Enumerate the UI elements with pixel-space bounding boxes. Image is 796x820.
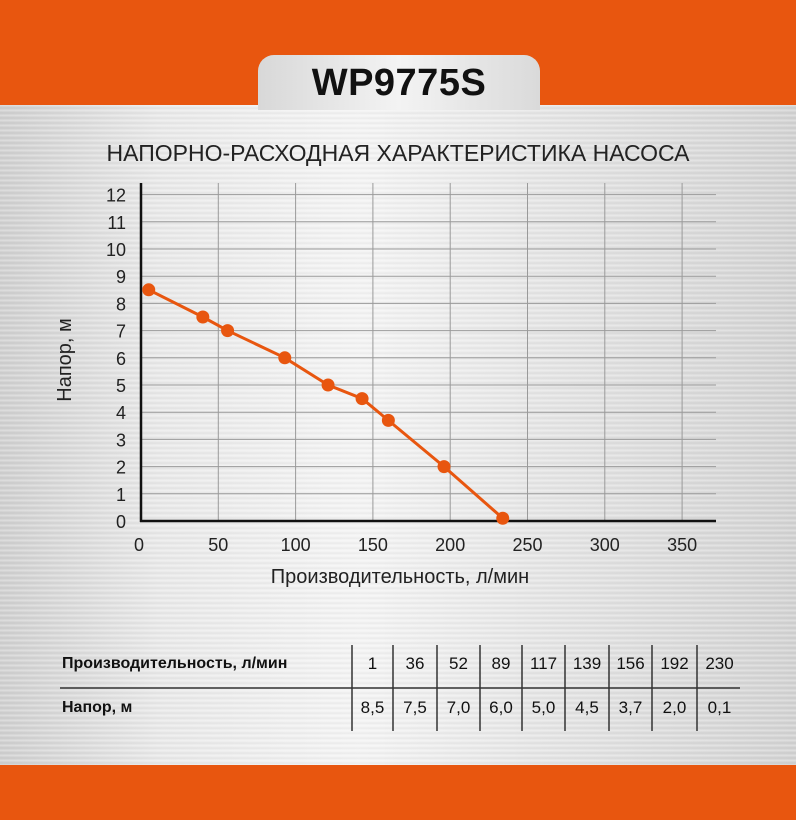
data-point [437, 460, 451, 474]
table-cell-flow: 89 [491, 654, 511, 673]
y-tick-label: 12 [106, 186, 126, 206]
table-cell-head: 7,5 [403, 698, 427, 717]
y-tick-label: 4 [116, 403, 126, 423]
bottom-band [0, 765, 796, 820]
x-tick-label: 300 [590, 535, 620, 555]
data-point [321, 378, 335, 392]
data-point [196, 310, 210, 324]
data-point [496, 511, 510, 525]
y-tick-label: 11 [107, 213, 126, 233]
x-tick-label: 0 [134, 535, 144, 555]
y-tick-label: 6 [116, 349, 126, 369]
table-cell-flow: 192 [660, 654, 689, 673]
y-tick-label: 10 [106, 240, 126, 260]
y-tick-label: 9 [116, 267, 126, 287]
x-tick-label: 100 [281, 535, 311, 555]
table-cell-head: 8,5 [360, 698, 385, 717]
x-axis-label: Производительность, л/мин [271, 566, 529, 588]
chart-title: НАПОРНО-РАСХОДНАЯ ХАРАКТЕРИСТИКА НАСОСА [106, 140, 690, 166]
data-point [381, 413, 395, 427]
x-tick-label: 50 [208, 535, 228, 555]
x-tick-label: 250 [512, 535, 542, 555]
row-label-flow: Производительность, л/мин [62, 655, 288, 672]
x-tick-label: 350 [667, 535, 697, 555]
data-point [355, 392, 369, 406]
y-tick-label: 8 [116, 294, 126, 314]
table-cell-flow: 36 [405, 654, 425, 673]
y-tick-label: 7 [116, 322, 126, 342]
data-point [221, 324, 235, 338]
y-tick-label: 1 [116, 485, 126, 505]
row-label-head: Напор, м [62, 699, 133, 716]
table-cell-flow: 52 [449, 654, 468, 673]
y-tick-label: 3 [116, 430, 126, 450]
table-cell-flow: 156 [616, 654, 645, 673]
table-cell-head: 7,0 [446, 698, 471, 717]
table-cell-flow: 139 [572, 654, 602, 673]
data-point [142, 283, 156, 297]
table-cell-head: 3,7 [618, 698, 643, 717]
table-cell-head: 4,5 [575, 698, 599, 717]
series-line [148, 288, 504, 520]
table-cell-flow: 230 [705, 654, 734, 673]
model-title: WP9775S [311, 62, 487, 104]
x-tick-label: 150 [358, 535, 388, 555]
data-point [278, 351, 292, 365]
table-cell-head: 2,0 [662, 698, 687, 717]
table-cell-flow: 117 [529, 654, 558, 673]
table-cell-head: 0,1 [707, 698, 732, 717]
y-tick-label: 2 [116, 458, 126, 478]
table-cell-head: 5,0 [531, 698, 556, 717]
y-tick-label: 0 [116, 512, 126, 532]
y-tick-label: 5 [116, 376, 126, 396]
model-tab [258, 55, 540, 110]
x-tick-label: 200 [435, 535, 465, 555]
y-axis-label: Напор, м [54, 318, 76, 402]
table-cell-head: 6,0 [489, 698, 513, 717]
table-cell-flow: 1 [367, 654, 378, 673]
